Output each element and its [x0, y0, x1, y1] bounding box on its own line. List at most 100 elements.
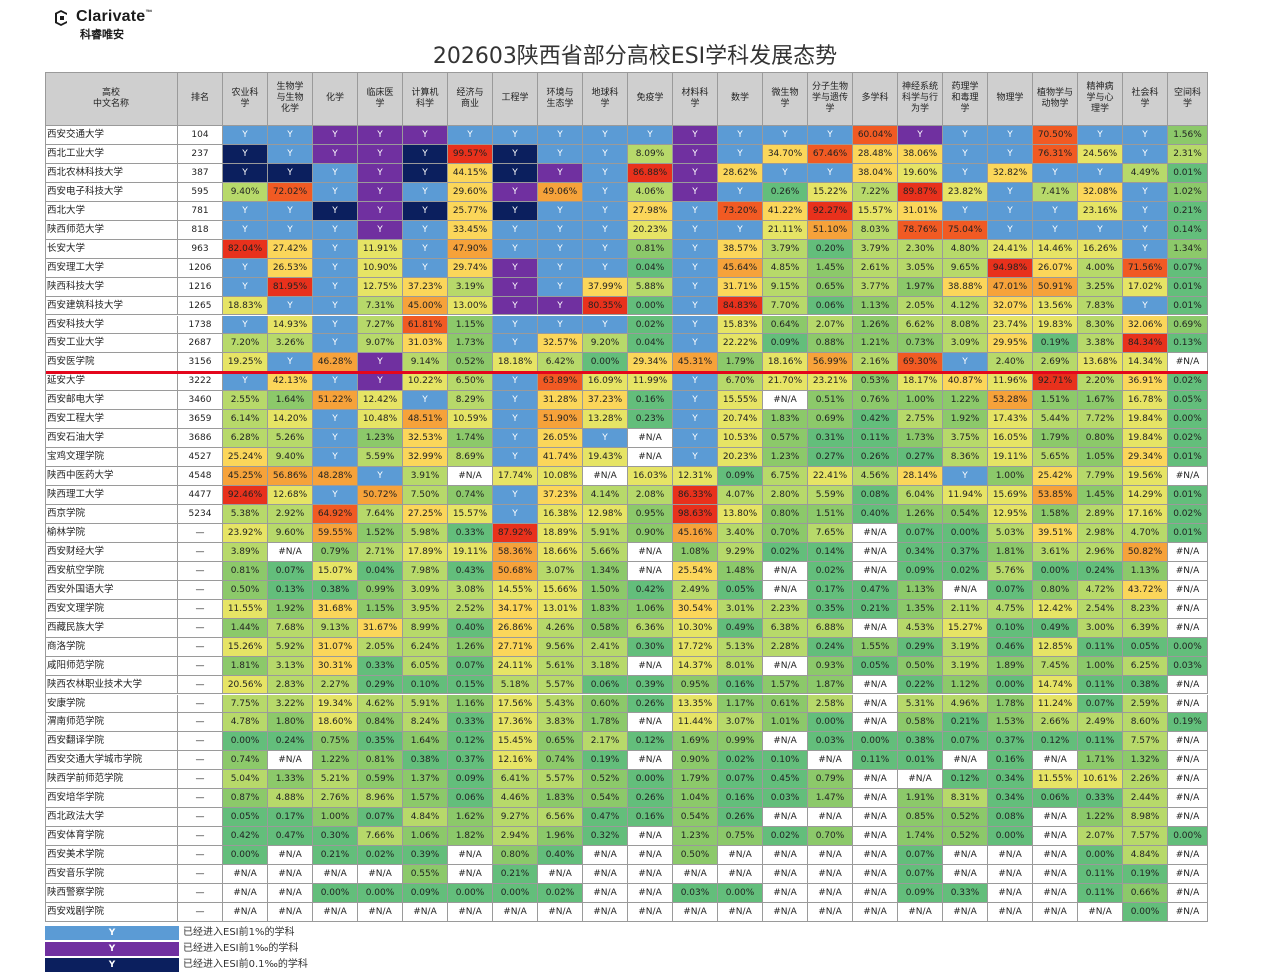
subject-cell: 9.60% [268, 523, 313, 543]
subject-cell: #N/A [808, 808, 853, 828]
subject-cell: Y [313, 315, 358, 335]
subject-cell: Y [493, 239, 538, 259]
subject-cell: 1.23% [763, 448, 808, 468]
subject-cell: #N/A [1168, 808, 1208, 828]
subject-cell: 0.14% [1168, 220, 1208, 240]
subject-cell: Y [583, 126, 628, 145]
subject-cell: 16.26% [1078, 239, 1123, 259]
subject-cell: 50.91% [1033, 277, 1078, 297]
subject-cell: 8.36% [943, 448, 988, 468]
subject-cell: 0.65% [808, 277, 853, 297]
subject-cell: Y [403, 182, 448, 202]
subject-cell: #N/A [448, 846, 493, 866]
subject-cell: 50.82% [1123, 542, 1168, 562]
subject-cell: 8.24% [403, 713, 448, 733]
subject-cell: 80.35% [583, 296, 628, 316]
subject-cell: 2.20% [1078, 372, 1123, 392]
subject-cell: #N/A [1033, 827, 1078, 847]
subject-cell: 0.02% [1168, 429, 1208, 449]
subject-cell: 47.90% [448, 239, 493, 259]
subject-cell: #N/A [673, 865, 718, 884]
school-name-cell: 西安财经大学 [45, 542, 178, 562]
subject-cell: 19.84% [1123, 410, 1168, 430]
subject-cell: 1.83% [583, 599, 628, 619]
subject-cell: 17.72% [673, 637, 718, 657]
subject-cell: 37.23% [538, 486, 583, 505]
subject-cell: 7.27% [358, 315, 403, 335]
subject-cell: 0.38% [403, 751, 448, 771]
subject-cell: 0.11% [1078, 865, 1123, 884]
subject-cell: 87.92% [493, 523, 538, 543]
rank-cell: — [178, 770, 223, 790]
header-subject: 空间科 学 [1168, 72, 1208, 126]
subject-cell: 6.28% [223, 429, 268, 449]
school-name-cell: 西安培华学院 [45, 789, 178, 809]
subject-cell: #N/A [628, 751, 673, 771]
subject-cell: #N/A [853, 808, 898, 828]
subject-cell: 5.92% [268, 637, 313, 657]
subject-cell: 6.24% [403, 637, 448, 657]
subject-cell: #N/A [853, 561, 898, 581]
subject-cell: 67.46% [808, 144, 853, 164]
subject-cell: 2.83% [268, 675, 313, 695]
rank-cell: 104 [178, 126, 223, 145]
subject-cell: 26.53% [268, 258, 313, 278]
subject-cell: 10.53% [718, 429, 763, 449]
subject-cell: 2.61% [853, 258, 898, 278]
subject-cell: #N/A [808, 865, 853, 884]
subject-cell: 0.02% [538, 884, 583, 903]
subject-cell: 17.89% [403, 542, 448, 562]
subject-cell: 6.39% [1123, 618, 1168, 638]
subject-cell: 78.76% [898, 220, 943, 240]
subject-cell: 94.98% [988, 258, 1033, 278]
subject-cell: 0.08% [853, 486, 898, 505]
subject-cell: #N/A [223, 902, 268, 922]
subject-cell: 6.05% [403, 656, 448, 676]
subject-cell: Y [403, 239, 448, 259]
subject-cell: 2.07% [1078, 827, 1123, 847]
subject-cell: 0.03% [1168, 656, 1208, 676]
subject-cell: Y [673, 163, 718, 183]
subject-cell: 16.09% [583, 372, 628, 392]
subject-cell: 0.17% [808, 580, 853, 600]
subject-cell: 0.54% [583, 789, 628, 809]
rank-cell: 4548 [178, 467, 223, 487]
subject-cell: 0.81% [223, 561, 268, 581]
subject-cell: 0.47% [583, 808, 628, 828]
subject-cell: Y [1123, 201, 1168, 221]
subject-cell: 3.61% [1033, 542, 1078, 562]
subject-cell: 0.65% [538, 732, 583, 752]
legend-item-top01pm: Y 已经进入ESI前0.1‰的学科 [45, 958, 335, 973]
subject-cell: 3.77% [853, 277, 898, 297]
subject-cell: 17.02% [1123, 277, 1168, 297]
subject-cell: Y [583, 258, 628, 278]
subject-cell: 1.57% [763, 675, 808, 695]
subject-cell: #N/A [448, 865, 493, 884]
subject-cell: 5.21% [313, 770, 358, 790]
rank-cell: 3156 [178, 353, 223, 373]
subject-cell: 10.61% [1078, 770, 1123, 790]
legend-swatch: Y [45, 942, 179, 956]
subject-cell: #N/A [943, 846, 988, 866]
subject-cell: 4.62% [358, 694, 403, 714]
subject-cell: 23.82% [943, 182, 988, 202]
subject-cell: Y [673, 201, 718, 221]
subject-cell: Y [268, 126, 313, 145]
subject-cell: Y [673, 239, 718, 259]
subject-cell: 0.21% [493, 865, 538, 884]
subject-cell: 6.70% [718, 372, 763, 392]
subject-cell: 16.05% [988, 429, 1033, 449]
subject-cell: Y [223, 258, 268, 278]
subject-cell: 1.67% [1078, 391, 1123, 411]
subject-cell: 13.00% [448, 296, 493, 316]
subject-cell: 3.40% [718, 523, 763, 543]
subject-cell: 9.15% [763, 277, 808, 297]
subject-cell: 0.01% [898, 751, 943, 771]
subject-cell: 0.02% [808, 561, 853, 581]
subject-cell: 0.00% [1078, 846, 1123, 866]
subject-cell: 10.59% [448, 410, 493, 430]
subject-cell: 9.40% [268, 448, 313, 468]
subject-cell: 0.99% [718, 732, 763, 752]
subject-cell: 0.87% [223, 789, 268, 809]
subject-cell: 0.23% [628, 410, 673, 430]
